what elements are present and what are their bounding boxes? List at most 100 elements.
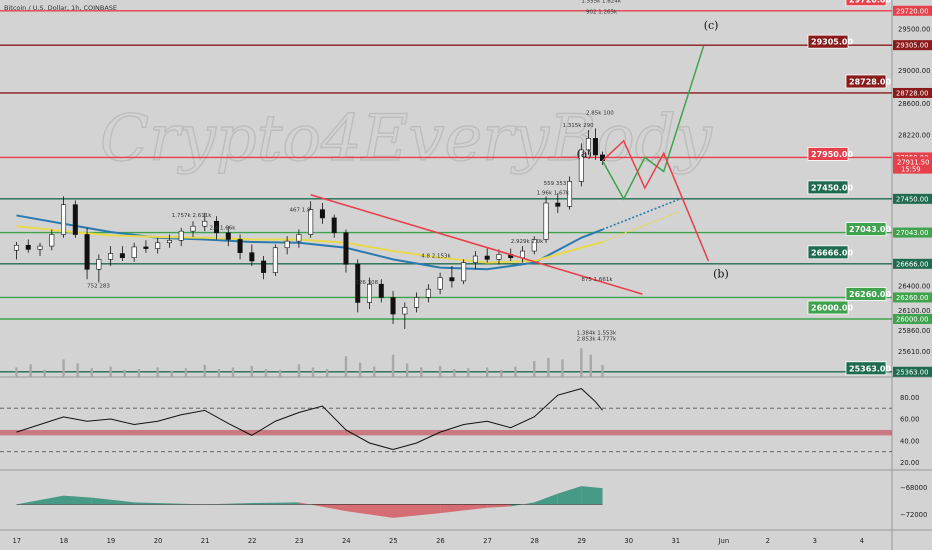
x-tick-17: 3 — [813, 537, 817, 545]
level-tag-box-5 — [845, 222, 887, 236]
volume-bar-11 — [184, 368, 188, 377]
annotation-6: 2.929k 2.0k — [511, 239, 544, 245]
axis-level-box-7 — [893, 292, 932, 303]
candle-body-7 — [96, 259, 102, 270]
candle-body-4 — [61, 204, 67, 235]
macd-segment-10 — [440, 504, 488, 514]
projection-blue-dotted — [602, 198, 681, 231]
last-price-countdown: 15:59 — [901, 166, 921, 174]
candle-body-39 — [472, 255, 478, 263]
x-tick-16: 2 — [766, 537, 770, 545]
annotation-2: 2.85k 100 — [586, 110, 614, 116]
annotation-13: 875 1.661k — [581, 277, 613, 283]
candle-body-46 — [555, 202, 561, 207]
volume-bar-35 — [561, 359, 564, 377]
level-tag-box-1 — [807, 34, 849, 49]
x-tick-7: 24 — [342, 537, 351, 545]
candle-body-21 — [261, 260, 267, 273]
volume-bar-27 — [438, 365, 442, 377]
x-tick-10: 27 — [483, 537, 492, 545]
annotation-12: 752 283 — [87, 284, 110, 290]
candle-body-34 — [414, 297, 420, 308]
price-tick-8: 29000.00 — [898, 67, 930, 75]
macd-segment-13 — [534, 493, 558, 505]
volume-bar-15 — [250, 365, 254, 377]
annotation-1: 902 1.265k — [586, 9, 618, 15]
volume-bar-28 — [453, 369, 456, 377]
annotation-0: 1.555k 1.624k — [581, 0, 621, 4]
level-tag-5: 27043.00 — [849, 225, 891, 234]
volume-bar-31 — [500, 369, 503, 377]
macd-tick-0: −68000 — [900, 484, 927, 492]
annotation-8: 467 1.8 — [289, 207, 310, 213]
wave-label-2: (c) — [704, 19, 719, 32]
candle-body-3 — [49, 234, 55, 247]
descending-trendline — [310, 193, 643, 295]
candle-body-13 — [166, 239, 172, 244]
candle-body-27 — [331, 217, 337, 234]
last-price-box — [893, 156, 932, 174]
x-tick-3: 20 — [154, 537, 163, 545]
volume-bar-22 — [358, 362, 362, 377]
x-tick-6: 23 — [295, 537, 304, 545]
candle-body-29 — [355, 264, 361, 303]
projection-yellow-dotted — [602, 210, 681, 243]
price-tick-4: 26400.00 — [898, 282, 930, 290]
macd-segment-8 — [345, 504, 394, 518]
x-tick-12: 29 — [577, 537, 586, 545]
candle-body-45 — [543, 202, 549, 240]
x-tick-18: 4 — [860, 537, 864, 545]
axis-level-label-9: 25363.00 — [896, 368, 928, 376]
volume-bar-34 — [547, 357, 550, 377]
x-tick-4: 21 — [201, 537, 210, 545]
volume-bar-8 — [137, 369, 141, 377]
macd-segment-9 — [393, 504, 441, 518]
rsi-band — [0, 429, 892, 436]
volume-bar-33 — [533, 361, 536, 377]
volume-bar-23 — [373, 366, 376, 377]
symbol-title: Bitcoin / U.S. Dollar, 1h, COINBASE — [4, 4, 117, 12]
volume-bar-21 — [344, 356, 348, 377]
last-price-label: 27911.50 — [897, 159, 929, 167]
candle-body-28 — [343, 232, 349, 265]
axis-level-label-8: 26000.00 — [896, 316, 928, 324]
axis-level-label-5: 27043.00 — [896, 229, 928, 237]
level-tag-box-9 — [845, 361, 887, 376]
candle-body-41 — [496, 254, 502, 260]
level-tag-box-2 — [845, 74, 887, 89]
candle-body-1 — [25, 244, 31, 250]
candle-body-38 — [461, 262, 467, 282]
rsi-tick-3: 80.00 — [900, 394, 919, 402]
candle-body-33 — [402, 307, 408, 315]
x-tick-8: 25 — [389, 537, 398, 545]
volume-bar-37 — [589, 354, 592, 377]
macd-segment-1 — [16, 495, 64, 505]
x-tick-1: 18 — [60, 537, 69, 545]
axis-level-box-2 — [893, 87, 932, 98]
macd-segment-15 — [581, 486, 603, 505]
axis-level-label-4: 27450.00 — [896, 195, 928, 203]
candle-body-6 — [84, 234, 90, 270]
macd-segment-11 — [487, 504, 511, 508]
level-tag-9: 25363.00 — [849, 364, 891, 373]
axis-level-label-2: 28728.00 — [896, 89, 928, 97]
candle-body-44 — [531, 239, 537, 252]
annotation-10: 4.8 2.153k — [421, 254, 451, 260]
volume-bar-7 — [123, 369, 126, 377]
rsi-tick-1: 40.00 — [900, 437, 919, 445]
annotation-11: 326 308 — [355, 280, 378, 286]
x-tick-9: 26 — [436, 537, 445, 545]
price-tick-9: 29500.00 — [898, 26, 930, 34]
level-tag-box-8 — [807, 300, 849, 315]
axis-level-label-0: 29720.00 — [896, 7, 928, 15]
volume-bar-17 — [278, 369, 282, 377]
volume-bar-14 — [231, 367, 235, 377]
axis-level-box-5 — [893, 227, 932, 238]
volume-bar-2 — [43, 369, 46, 377]
axis-level-label-6: 26666.00 — [896, 260, 928, 268]
x-tick-5: 22 — [248, 537, 257, 545]
level-tag-box-0 — [845, 0, 887, 7]
volume-bar-18 — [297, 364, 301, 377]
